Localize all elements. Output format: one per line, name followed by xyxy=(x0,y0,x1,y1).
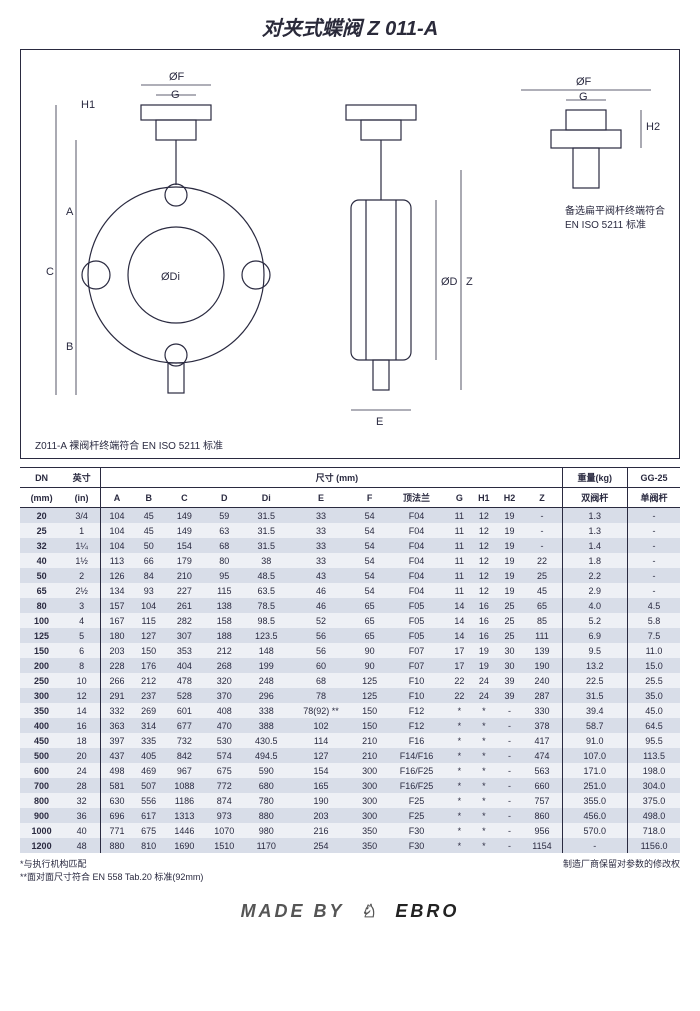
table-row: 15062031503532121485690F071719301399.511… xyxy=(20,643,680,658)
table-row: 502126842109548.54354F04111219252.2- xyxy=(20,568,680,583)
svg-text:G: G xyxy=(171,89,180,101)
col-dn: DN xyxy=(20,468,63,488)
table-row: 800326305561186874780190300F25**-757355.… xyxy=(20,793,680,808)
col-6: Di xyxy=(244,488,288,508)
col-15: 单阀杆 xyxy=(628,488,680,508)
svg-text:ØF: ØF xyxy=(169,71,185,83)
table-row: 900366966171313973880203300F25**-860456.… xyxy=(20,808,680,823)
svg-text:A: A xyxy=(66,206,74,218)
footnote-right: 制造厂商保留对参数的修改权 xyxy=(563,857,680,883)
col-group-dim: 尺寸 (mm) xyxy=(288,468,385,488)
col-10: G xyxy=(448,488,471,508)
footnote-1: *与执行机构匹配 xyxy=(20,857,203,870)
col-group-wt: 重量(kg) xyxy=(562,468,628,488)
table-row: 251104451496331.53354F04111219-1.3- xyxy=(20,523,680,538)
col-4: C xyxy=(164,488,204,508)
svg-text:Z: Z xyxy=(466,276,473,288)
col-12: H2 xyxy=(497,488,523,508)
brand-icon: ♘ xyxy=(352,901,387,921)
col-5: D xyxy=(204,488,244,508)
table-row: 10004077167514461070980216350F30**-95657… xyxy=(20,823,680,838)
brand-footer: MADE BY ♘ EBRO xyxy=(20,901,680,922)
diagram-note-bottom: Z011-A 裸阀杆终端符合 EN ISO 5211 标准 xyxy=(35,437,223,452)
col-8: F xyxy=(354,488,386,508)
col-9: 顶法兰 xyxy=(385,488,447,508)
diagram-note-right: 备选扁平阀杆终端符合 EN ISO 5211 标准 xyxy=(565,205,665,233)
svg-text:ØF: ØF xyxy=(576,76,592,88)
table-row: 3501433226960140833878(92) **150F12**-33… xyxy=(20,703,680,718)
svg-text:B: B xyxy=(66,341,73,353)
col-gg25: GG-25 xyxy=(628,468,680,488)
svg-text:E: E xyxy=(376,416,383,428)
table-row: 60024498469967675590154300F16/F25**-5631… xyxy=(20,763,680,778)
page-title: 对夹式蝶阀 Z 011-A xyxy=(20,12,680,41)
footnotes: *与执行机构匹配 **面对面尺寸符合 EN 558 Tab.20 标准(92mm… xyxy=(20,857,680,883)
col-11: H1 xyxy=(471,488,497,508)
col-14: 双阀杆 xyxy=(562,488,628,508)
svg-text:H1: H1 xyxy=(81,99,95,111)
table-row: 700285815071088772680165300F16/F25**-660… xyxy=(20,778,680,793)
col-1: (in) xyxy=(63,488,100,508)
col-0: (mm) xyxy=(20,488,63,508)
table-row: 80315710426113878.54665F05141625654.04.5 xyxy=(20,598,680,613)
col-inch: 英寸 xyxy=(63,468,100,488)
col-13: Z xyxy=(522,488,562,508)
footnote-2: **面对面尺寸符合 EN 558 Tab.20 标准(92mm) xyxy=(20,870,203,883)
table-row: 203/4104451495931.53354F04111219-1.3- xyxy=(20,508,680,524)
table-row: 3001229123752837029678125F1022243928731.… xyxy=(20,688,680,703)
col-7: E xyxy=(288,488,354,508)
table-row: 50020437405842574494.5127210F14/F16**-47… xyxy=(20,748,680,763)
table-row: 20082281764042681996090F0717193019013.21… xyxy=(20,658,680,673)
table-row: 40016363314677470388102150F12**-37858.76… xyxy=(20,718,680,733)
table-row: 2501026621247832024868125F1022243924022.… xyxy=(20,673,680,688)
svg-text:G: G xyxy=(579,91,588,103)
svg-text:ØDi: ØDi xyxy=(161,271,180,283)
diagram-frame: ØF G H1 A C ØDi B ØD Z E ØF G H2 备选扁平阀杆终… xyxy=(20,49,680,459)
spec-table: DN 英寸 尺寸 (mm) 重量(kg) GG-25 (mm)(in)ABCDD… xyxy=(20,467,680,853)
table-row: 321¼104501546831.53354F04111219-1.4- xyxy=(20,538,680,553)
col-3: B xyxy=(133,488,165,508)
table-row: 652½1349322711563.54654F04111219452.9- xyxy=(20,583,680,598)
svg-text:H2: H2 xyxy=(646,121,660,133)
table-row: 100416711528215898.55265F05141625855.25.… xyxy=(20,613,680,628)
svg-text:ØD: ØD xyxy=(441,276,458,288)
table-row: 45018397335732530430.5114210F16**-41791.… xyxy=(20,733,680,748)
table-row: 1255180127307188123.55665F051416251116.9… xyxy=(20,628,680,643)
col-2: A xyxy=(101,488,133,508)
svg-text:C: C xyxy=(46,266,54,278)
table-row: 120048880810169015101170254350F30**-1154… xyxy=(20,838,680,853)
technical-drawing: ØF G H1 A C ØDi B ØD Z E ØF G H2 xyxy=(21,50,680,459)
table-row: 401½1136617980383354F04111219221.8- xyxy=(20,553,680,568)
